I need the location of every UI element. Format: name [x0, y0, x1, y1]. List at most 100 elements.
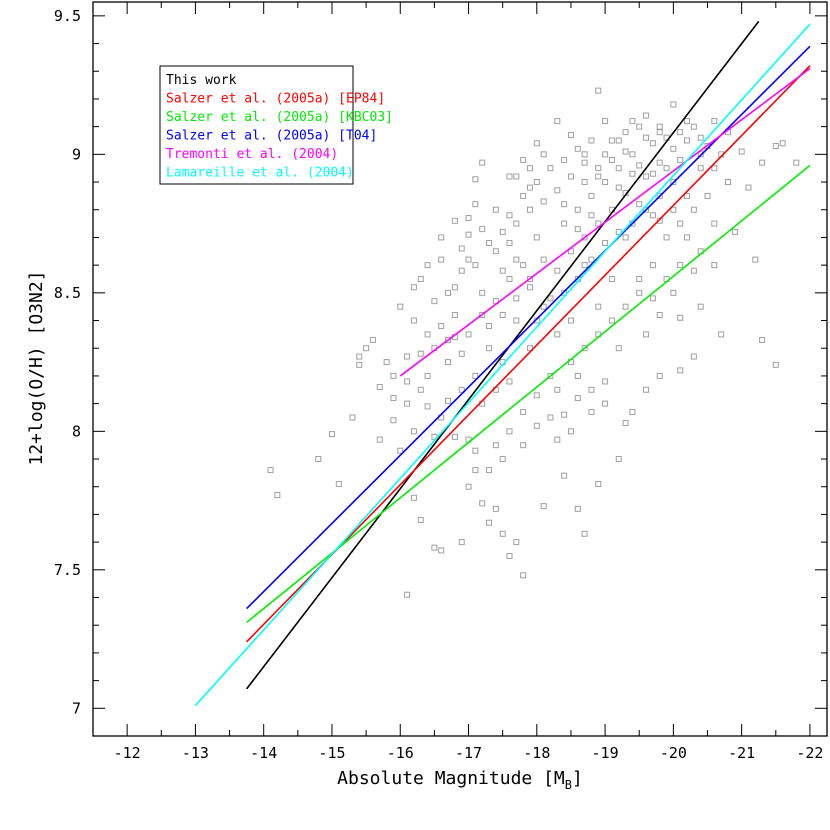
data-point — [581, 234, 588, 241]
legend-entry: Tremonti et al. (2004) — [166, 147, 338, 162]
data-point — [451, 433, 458, 440]
data-point — [595, 480, 602, 487]
y-tick-label: 9.5 — [54, 7, 81, 25]
data-point — [465, 215, 472, 222]
data-point — [431, 298, 438, 305]
series-line — [245, 20, 760, 690]
data-point — [684, 192, 691, 199]
data-point — [711, 220, 718, 227]
legend-entry: Salzer et al. (2005a) [T04] — [166, 129, 377, 144]
data-point — [540, 151, 547, 158]
data-point — [390, 417, 397, 424]
data-point — [690, 123, 697, 130]
y-tick-label: 7 — [72, 699, 81, 717]
data-point — [561, 220, 568, 227]
data-point — [567, 131, 574, 138]
data-point — [615, 137, 622, 144]
data-point — [711, 118, 718, 125]
data-point — [690, 267, 697, 274]
data-point — [486, 239, 493, 246]
data-point — [677, 156, 684, 163]
data-point — [451, 284, 458, 291]
data-point — [472, 467, 479, 474]
data-point — [567, 173, 574, 180]
data-point — [554, 267, 561, 274]
data-point — [636, 123, 643, 130]
data-point — [615, 165, 622, 172]
legend-box — [159, 65, 354, 185]
data-point — [513, 220, 520, 227]
data-point — [643, 112, 650, 119]
data-point — [410, 494, 417, 501]
data-point — [643, 331, 650, 338]
data-point — [479, 500, 486, 507]
data-point — [506, 239, 513, 246]
data-point — [526, 345, 533, 352]
data-point — [472, 201, 479, 208]
data-point — [581, 345, 588, 352]
data-point — [663, 234, 670, 241]
data-point — [711, 165, 718, 172]
data-point — [622, 234, 629, 241]
data-point — [554, 436, 561, 443]
data-point — [526, 284, 533, 291]
data-point — [649, 212, 656, 219]
data-point — [533, 179, 540, 186]
data-point — [656, 123, 663, 130]
data-point — [554, 386, 561, 393]
data-point — [670, 145, 677, 152]
data-point — [622, 420, 629, 427]
data-point — [410, 317, 417, 324]
data-point — [267, 467, 274, 474]
data-point — [356, 353, 363, 360]
data-point — [451, 311, 458, 318]
data-point — [424, 262, 431, 269]
data-point — [554, 331, 561, 338]
data-point — [492, 505, 499, 512]
data-point — [704, 192, 711, 199]
legend-entry: This work — [166, 73, 237, 88]
data-point — [670, 101, 677, 108]
data-point — [499, 530, 506, 537]
legend-entry: Lamareille et al. (2004) — [166, 166, 354, 181]
data-point — [465, 331, 472, 338]
data-point — [486, 519, 493, 526]
data-point — [724, 179, 731, 186]
data-point — [369, 336, 376, 343]
data-point — [547, 295, 554, 302]
data-point — [697, 165, 704, 172]
data-point — [533, 234, 540, 241]
data-point — [602, 378, 609, 385]
data-point — [615, 184, 622, 191]
x-tick-label: -18 — [523, 744, 550, 762]
data-point — [404, 591, 411, 598]
data-point — [526, 275, 533, 282]
x-tick-label: -13 — [182, 744, 209, 762]
series-line — [399, 67, 811, 377]
data-point — [458, 386, 465, 393]
data-point — [506, 428, 513, 435]
data-point — [588, 192, 595, 199]
data-point — [486, 467, 493, 474]
data-point — [643, 134, 650, 141]
legend-entry: Salzer et al. (2005a) [KBC03] — [166, 110, 393, 125]
data-point — [513, 173, 520, 180]
data-point — [513, 539, 520, 546]
data-point — [506, 378, 513, 385]
data-point — [376, 436, 383, 443]
data-point — [629, 151, 636, 158]
data-point — [622, 129, 629, 136]
data-point — [608, 156, 615, 163]
data-point — [656, 192, 663, 199]
data-point — [397, 447, 404, 454]
data-point — [581, 159, 588, 166]
data-point — [588, 212, 595, 219]
data-point — [745, 184, 752, 191]
data-point — [670, 179, 677, 186]
data-point — [670, 289, 677, 296]
data-point — [445, 289, 452, 296]
data-point — [349, 414, 356, 421]
data-point — [615, 456, 622, 463]
legend: This work Salzer et al. (2005a) [EP84] Sal… — [159, 65, 393, 185]
data-point — [499, 311, 506, 318]
